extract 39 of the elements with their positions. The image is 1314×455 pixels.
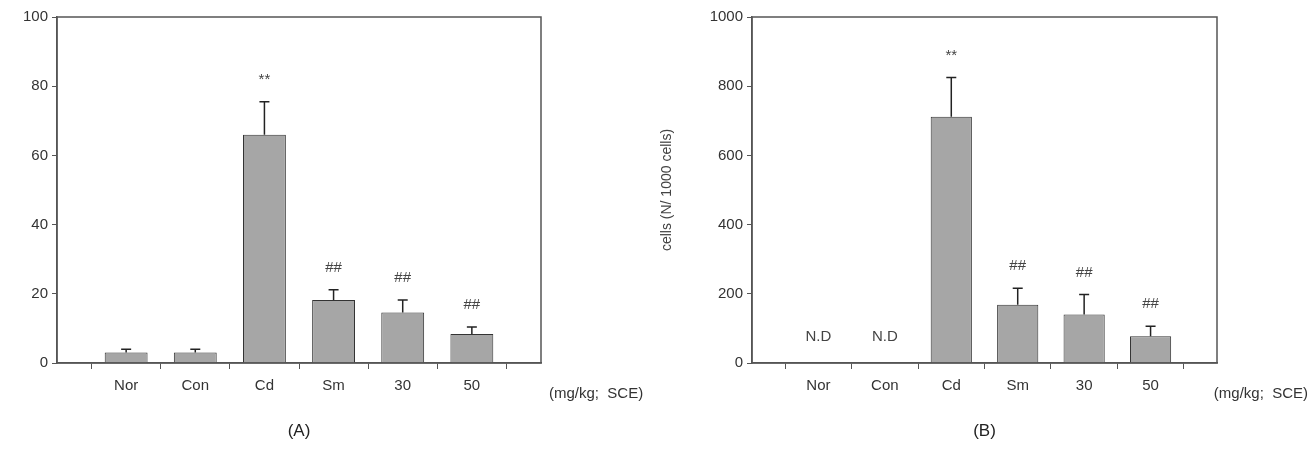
text: (B) [973, 421, 996, 441]
x-tick-label: 50 [463, 376, 481, 394]
y-tick-label: 80 [31, 76, 48, 94]
y-tick-label: 400 [717, 214, 743, 232]
y-tick-label: 0 [39, 353, 48, 371]
y-tick-label: 600 [717, 145, 743, 163]
x-tick-label: 50 [1142, 376, 1159, 394]
x-tick-label: Con [871, 376, 899, 394]
y-tick-label: 200 [717, 283, 743, 301]
y-tick-label: 1000 [709, 7, 743, 25]
y-axis-title: cells (N/ 1000 cells) [658, 128, 675, 252]
x-axis-title: (mg/kg; SCE) [1213, 383, 1309, 401]
y-tick-label: 20 [31, 283, 48, 301]
annotation: ## [325, 257, 343, 275]
y-tick-label: 100 [22, 7, 48, 25]
annotation: N.D [871, 327, 898, 345]
x-axis-title: (mg/kg; SCE) [549, 383, 644, 401]
y-tick-label: 60 [31, 145, 48, 163]
x-tick-label: Cd [254, 376, 275, 394]
x-tick-label: Cd [941, 376, 961, 394]
annotation: ## [1142, 294, 1160, 312]
annotation: ** [945, 45, 958, 63]
y-tick-label: 40 [31, 214, 48, 232]
annotation: ## [463, 295, 481, 313]
x-tick-label: Nor [806, 376, 831, 394]
y-tick-label: 800 [717, 76, 743, 94]
x-tick-label: 30 [1075, 376, 1093, 394]
x-tick-label: Con [181, 376, 210, 394]
annotation: ## [1009, 256, 1027, 274]
x-tick-label: Sm [1006, 376, 1029, 394]
x-tick-label: Sm [322, 376, 345, 394]
y-tick-label: 0 [734, 353, 743, 371]
annotation: N.D [805, 327, 832, 345]
annotation: ## [1075, 262, 1094, 280]
x-tick-label: 30 [394, 376, 412, 394]
annotation: ** [258, 69, 271, 87]
x-tick-label: Nor [114, 376, 139, 394]
annotation: ## [394, 268, 412, 286]
text: (A) [287, 421, 311, 441]
